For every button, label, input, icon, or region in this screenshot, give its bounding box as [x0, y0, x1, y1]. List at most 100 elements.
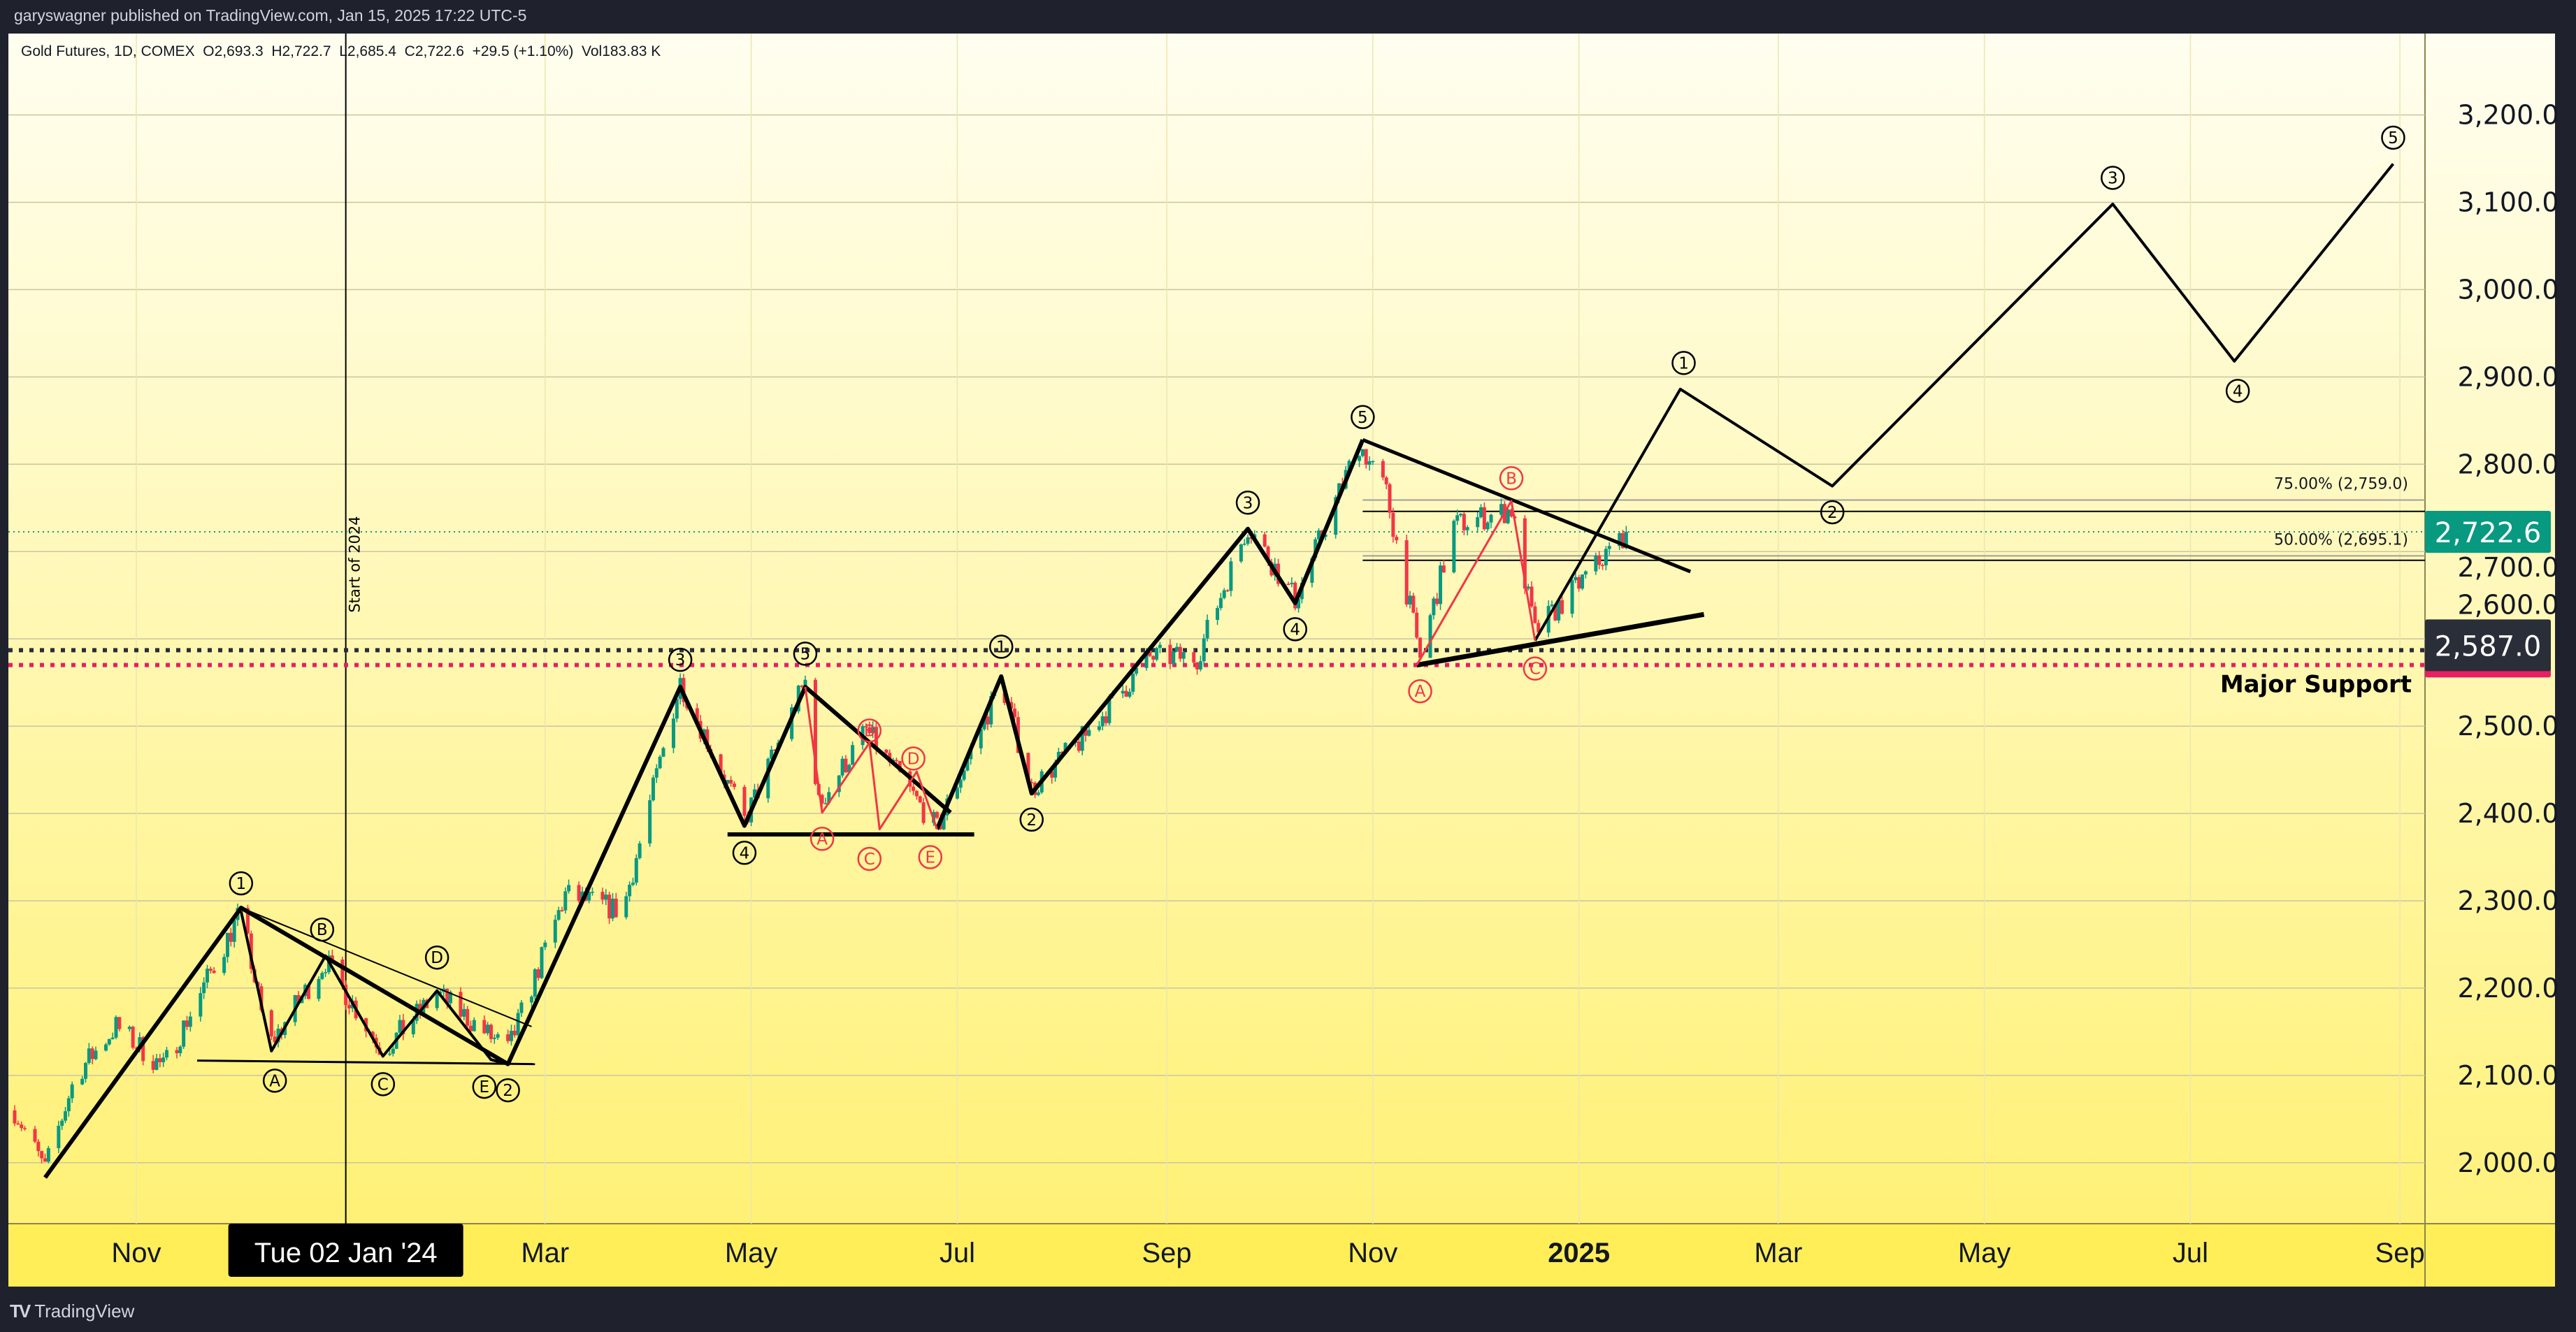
wave-line[interactable]: [1362, 437, 1692, 574]
wave-label-4[interactable]: 4: [732, 841, 757, 865]
wave-label-2[interactable]: 2: [1820, 500, 1845, 525]
candle: [107, 1038, 111, 1045]
candle: [1523, 518, 1527, 589]
volume-value: Vol183.83 K: [582, 43, 661, 59]
elliott-wave-drawings[interactable]: [43, 163, 2395, 1179]
wave-label-1[interactable]: 1: [1671, 351, 1696, 375]
wave-line[interactable]: [1416, 500, 1537, 666]
wave-label-a[interactable]: A: [1408, 679, 1432, 704]
wave-label-text: A: [269, 1072, 280, 1090]
wave-label-c[interactable]: C: [1523, 656, 1548, 681]
wave-label-5[interactable]: 5: [2381, 125, 2405, 150]
wave-label-2[interactable]: 2: [1019, 807, 1044, 832]
wave-label-d[interactable]: D: [424, 945, 449, 970]
wave-label-circle: [2225, 379, 2250, 403]
candle: [486, 1025, 490, 1034]
last-price-label: 2,722.6: [2435, 517, 2542, 549]
wave-label-1[interactable]: 1: [988, 635, 1014, 659]
wave-label-b[interactable]: B: [857, 718, 882, 743]
candle: [800, 686, 804, 687]
wave-label-circle: [310, 917, 335, 942]
symbol-name[interactable]: Gold Futures, 1D, COMEX: [21, 43, 195, 59]
wave-label-e[interactable]: E: [918, 845, 943, 869]
candle: [986, 716, 990, 725]
candle: [66, 1098, 71, 1112]
wave-label-5[interactable]: 5: [1351, 405, 1375, 430]
wave-label-c[interactable]: C: [857, 846, 882, 871]
candle: [1216, 608, 1220, 621]
candle: [1476, 517, 1480, 528]
wave-line[interactable]: [935, 439, 1365, 830]
candle: [1482, 507, 1486, 530]
wave-line[interactable]: [1534, 163, 2395, 642]
candle: [340, 960, 345, 985]
wave-label-3[interactable]: 3: [1235, 491, 1260, 515]
candle: [1144, 651, 1149, 668]
price-tick-label: 2,900.0: [2457, 361, 2559, 392]
candle: [695, 708, 699, 721]
wave-label-a[interactable]: A: [810, 827, 835, 851]
wave-label-a[interactable]: A: [262, 1069, 287, 1093]
candle: [1060, 751, 1064, 754]
candle: [1485, 522, 1490, 530]
wave-label-b[interactable]: B: [310, 917, 335, 942]
candle: [742, 787, 747, 816]
candle: [1107, 696, 1111, 723]
candle: [94, 1050, 98, 1059]
candle: [273, 1036, 277, 1043]
candle: [161, 1057, 166, 1062]
candle: [1550, 605, 1554, 607]
wave-label-e[interactable]: E: [472, 1074, 497, 1099]
candle: [459, 992, 463, 1017]
candle: [1148, 651, 1152, 656]
candle: [1337, 483, 1341, 498]
wave-line[interactable]: [196, 1059, 535, 1066]
tradingview-logo-icon: TV: [10, 1301, 31, 1322]
candle: [232, 920, 236, 942]
wave-line[interactable]: [240, 907, 532, 1027]
wave-label-text: 1: [236, 875, 247, 893]
wave-label-circle: [1820, 500, 1845, 525]
price-tick-label: 2,100.0: [2457, 1060, 2559, 1091]
wave-label-text: 3: [2108, 169, 2118, 187]
candle: [884, 749, 888, 753]
wave-label-circle: [793, 642, 818, 666]
candle: [577, 885, 581, 902]
candle: [1205, 620, 1209, 639]
candle: [772, 749, 777, 751]
candle: [868, 727, 872, 734]
candle: [1290, 582, 1294, 584]
candle: [894, 760, 898, 761]
candle: [1415, 612, 1419, 638]
plot-background: [8, 34, 2425, 1224]
wave-label-2[interactable]: 2: [496, 1078, 520, 1103]
wave-label-d[interactable]: D: [901, 746, 926, 771]
wave-line[interactable]: [240, 906, 509, 1066]
candle: [1198, 661, 1202, 669]
wave-label-text: E: [480, 1078, 490, 1096]
candle: [23, 1128, 27, 1129]
horizontal-levels: 75.00% (2,759.0) 50.00% (2,695.1) Major Su…: [8, 34, 2425, 1224]
wave-label-1[interactable]: 1: [229, 871, 254, 896]
high-value: H2,722.7: [271, 43, 331, 59]
wave-line[interactable]: [1416, 611, 1705, 668]
candle: [202, 982, 206, 994]
wave-label-3[interactable]: 3: [2101, 166, 2125, 190]
candle: [1246, 537, 1250, 544]
wave-line[interactable]: [804, 686, 938, 831]
tradingview-logo[interactable]: TV TradingView: [10, 1301, 134, 1322]
candle: [1570, 580, 1574, 614]
candle: [1053, 762, 1058, 778]
wave-line[interactable]: [239, 911, 509, 1066]
candle: [1418, 637, 1423, 658]
wave-label-4[interactable]: 4: [1283, 617, 1307, 642]
wave-label-4[interactable]: 4: [2225, 379, 2250, 403]
wave-label-c[interactable]: C: [370, 1072, 396, 1096]
wave-label-b[interactable]: B: [1499, 466, 1524, 491]
candle: [482, 1020, 487, 1034]
wave-label-text: 2: [1827, 504, 1838, 522]
wave-label-5[interactable]: 5: [793, 642, 818, 666]
wave-label-3[interactable]: 3: [668, 647, 693, 672]
